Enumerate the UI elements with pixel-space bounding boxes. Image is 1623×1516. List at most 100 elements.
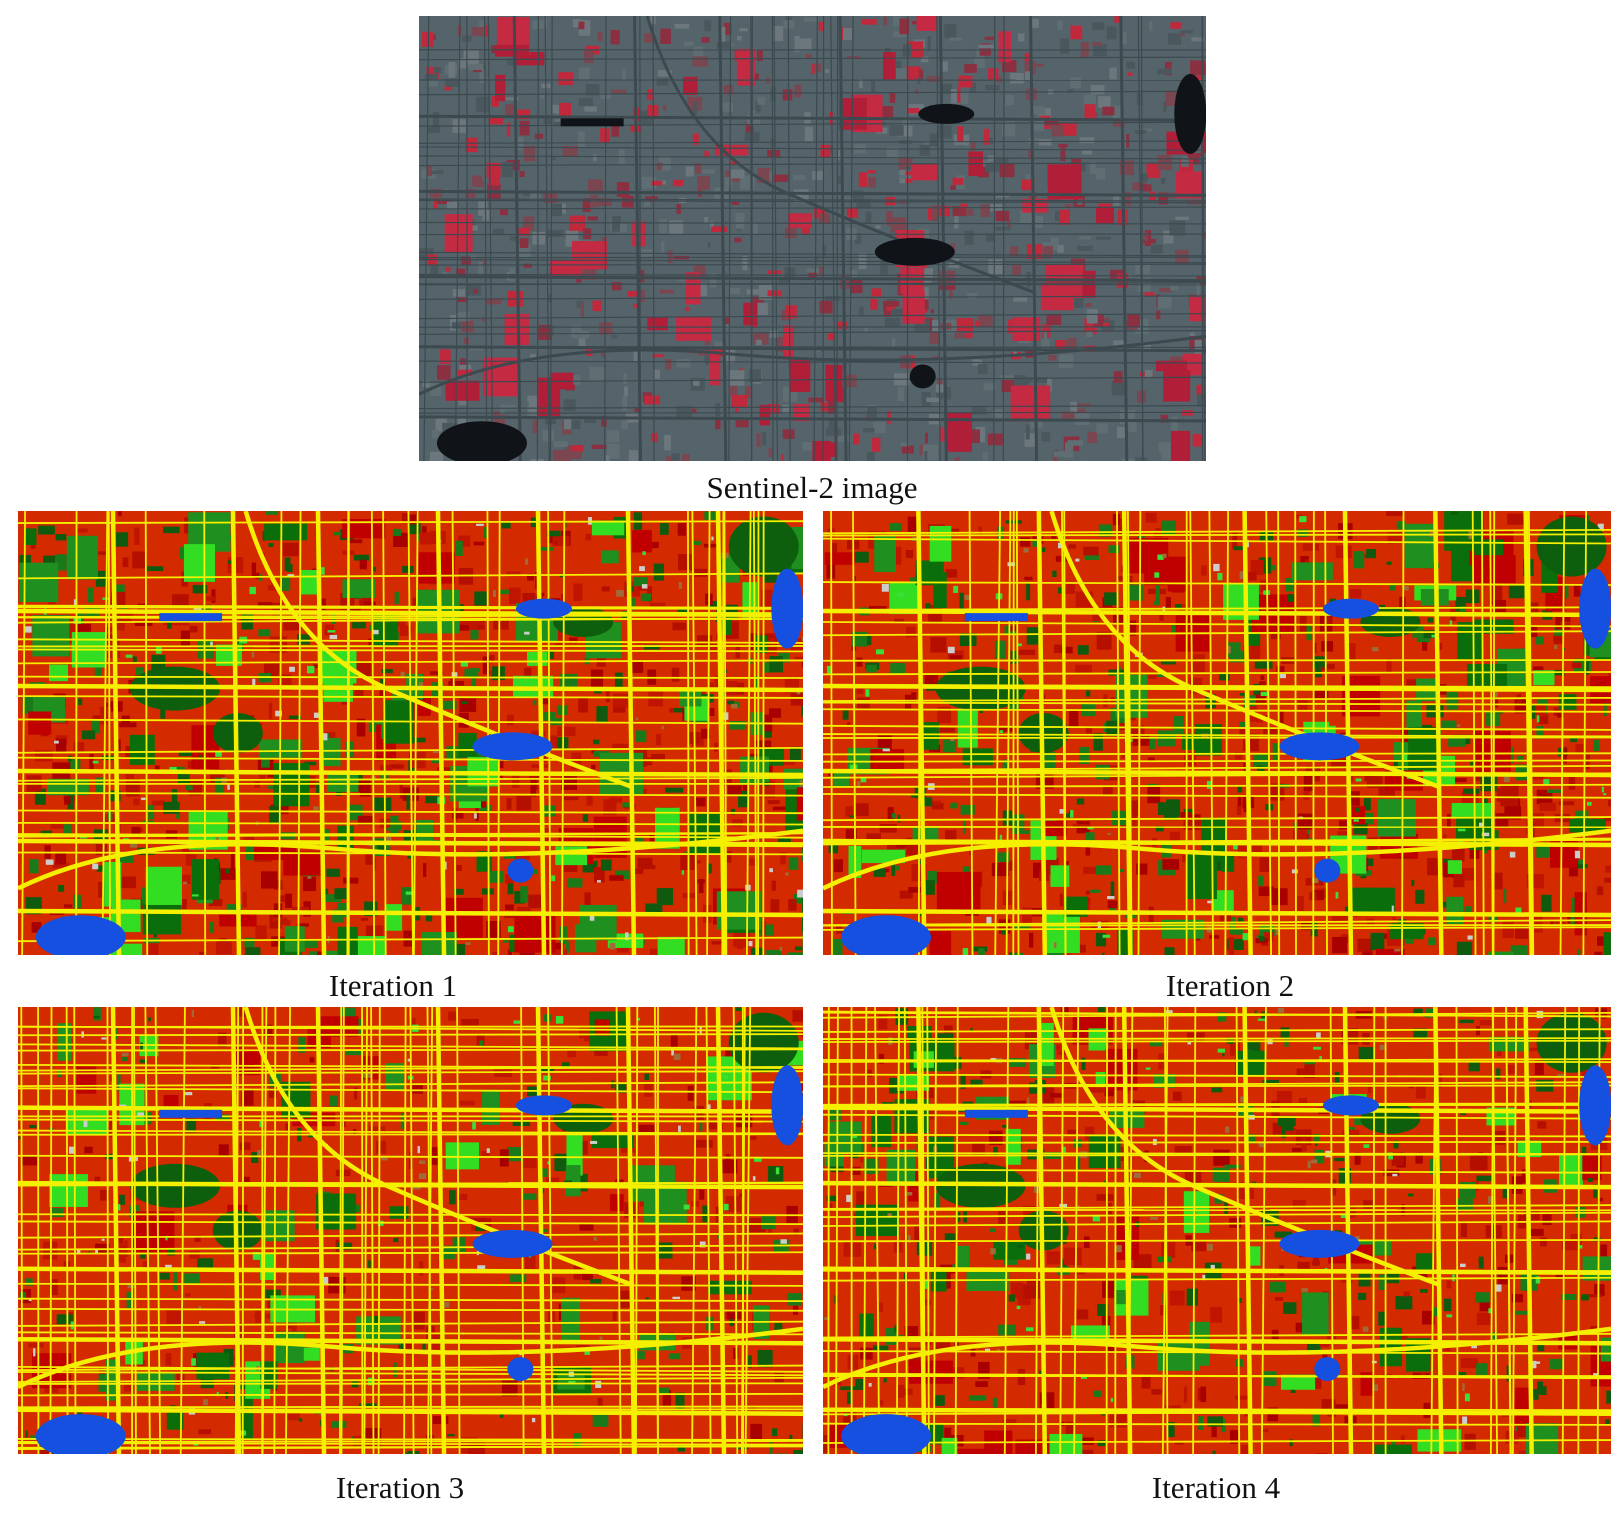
patch	[1334, 1157, 1346, 1162]
patch	[1403, 1291, 1411, 1297]
patch	[659, 218, 667, 233]
patch	[425, 73, 438, 80]
patch	[532, 231, 546, 245]
patch	[166, 1412, 184, 1430]
patch	[793, 174, 805, 180]
patch	[1076, 798, 1085, 805]
road	[823, 1081, 1611, 1088]
patch	[531, 730, 546, 737]
patch	[843, 1240, 862, 1257]
water	[436, 421, 527, 461]
water	[472, 732, 553, 761]
patch	[719, 102, 733, 112]
patch	[886, 211, 893, 226]
road	[635, 1007, 639, 1454]
patch	[1199, 156, 1204, 165]
patch	[507, 949, 512, 955]
patch	[692, 379, 700, 386]
patch	[1020, 537, 1031, 547]
patch	[1007, 562, 1016, 567]
patch	[1067, 440, 1083, 446]
panel-caption: Iteration 1	[328, 968, 458, 1003]
green-area	[728, 1012, 799, 1073]
patch	[31, 922, 42, 933]
road	[18, 638, 803, 644]
patch	[760, 633, 778, 642]
patch	[1488, 951, 1514, 955]
panel-caption: Iteration 4	[1151, 1470, 1281, 1505]
patch	[763, 731, 772, 738]
patch	[1210, 1306, 1222, 1323]
patch	[613, 693, 631, 708]
patch	[771, 25, 784, 42]
patch	[671, 453, 680, 461]
patch	[1102, 952, 1105, 955]
patch	[547, 1161, 551, 1165]
patch	[1496, 1068, 1501, 1080]
road	[691, 511, 698, 955]
patch	[1087, 826, 1094, 830]
patch	[368, 1260, 371, 1268]
road	[823, 1180, 1611, 1190]
patch	[702, 1205, 708, 1223]
patch	[609, 1194, 624, 1212]
patch	[593, 154, 597, 161]
road	[823, 1140, 1611, 1144]
patch	[583, 228, 592, 240]
patch	[975, 1381, 989, 1388]
patch	[856, 198, 871, 209]
patch	[628, 450, 639, 461]
road	[18, 608, 803, 618]
patch	[1060, 146, 1066, 162]
patch	[1163, 101, 1167, 113]
road	[419, 258, 1206, 264]
patch	[768, 1226, 772, 1233]
patch	[259, 770, 266, 780]
patch	[875, 225, 881, 229]
patch	[709, 273, 717, 288]
road	[18, 675, 803, 679]
patch	[846, 374, 857, 388]
patch	[492, 951, 499, 955]
patch	[1163, 230, 1174, 244]
patch	[1183, 1386, 1188, 1403]
patch	[620, 222, 627, 233]
patch	[723, 1075, 728, 1080]
patch	[930, 309, 935, 314]
patch	[1427, 617, 1433, 623]
patch	[785, 305, 797, 319]
patch	[1060, 38, 1070, 54]
patch	[1462, 1416, 1468, 1425]
patch	[1413, 1008, 1423, 1014]
road	[1208, 511, 1215, 955]
patch	[239, 1142, 251, 1151]
patch	[1239, 692, 1248, 696]
road	[1036, 511, 1048, 955]
patch	[291, 1317, 297, 1336]
patch	[920, 56, 929, 63]
patch	[1029, 932, 1034, 948]
patch	[425, 796, 443, 804]
road	[1523, 511, 1534, 955]
patch	[251, 562, 257, 577]
patch	[571, 752, 582, 770]
patch	[173, 1272, 178, 1291]
patch	[632, 530, 652, 553]
patch	[714, 144, 749, 156]
patch	[1582, 1256, 1611, 1281]
road	[18, 1326, 803, 1389]
patch	[1054, 942, 1057, 948]
patch	[714, 341, 725, 349]
patch	[794, 656, 803, 662]
patch	[999, 163, 1015, 178]
patch	[556, 705, 568, 716]
road	[1512, 1007, 1518, 1454]
patch	[1293, 829, 1307, 840]
patch	[264, 523, 308, 541]
road	[1342, 1007, 1354, 1454]
patch	[1300, 922, 1315, 931]
patch	[950, 802, 958, 809]
patch	[1441, 720, 1457, 728]
patch	[999, 730, 1004, 733]
patch	[1146, 163, 1161, 178]
